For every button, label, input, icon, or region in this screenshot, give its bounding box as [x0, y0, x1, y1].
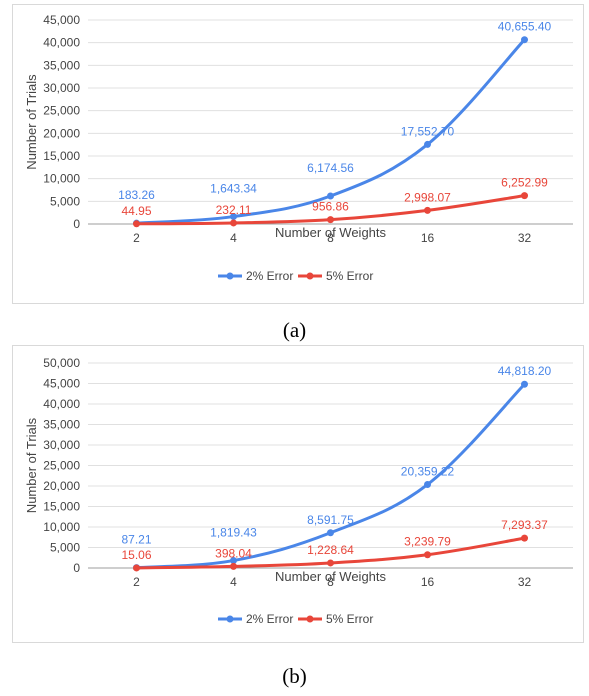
chart-a-y-tick-label: 5,000	[50, 194, 80, 208]
chart-b-y-tick-label: 30,000	[43, 438, 80, 452]
chart-a-y-tick-label: 20,000	[43, 126, 80, 140]
caption-b: (b)	[282, 664, 307, 688]
chart-a-data-label: 183.26	[118, 188, 155, 202]
chart-a-y-tick-label: 30,000	[43, 81, 80, 95]
chart-a-data-label: 40,655.40	[498, 20, 552, 34]
chart-b-panel	[12, 345, 584, 643]
chart-b-y-tick-label: 25,000	[43, 459, 80, 473]
chart-a-data-point	[424, 140, 431, 148]
chart-b-data-label: 1,228.64	[307, 543, 354, 557]
chart-b-data-label: 7,293.37	[501, 518, 548, 532]
chart-a-data-point	[327, 192, 334, 200]
chart-a-y-tick-label: 15,000	[43, 149, 80, 163]
chart-b-data-label: 15.06	[121, 548, 151, 562]
chart-a-data-point	[424, 206, 431, 214]
chart-b-y-tick-label: 10,000	[43, 520, 80, 534]
chart-a-data-label: 6,252.99	[501, 176, 548, 190]
chart-a-series-line-2pct	[136, 38, 526, 225]
chart-a-y-axis-title: Number of Trials	[24, 74, 39, 170]
chart-b-y-tick-label: 40,000	[43, 397, 80, 411]
chart-b-data-point	[424, 551, 431, 559]
chart-a-y-tick-label: 25,000	[43, 104, 80, 118]
chart-b-x-tick-label: 32	[518, 575, 532, 589]
chart-a-panel	[12, 4, 584, 304]
chart-a-data-label: 17,552.70	[401, 124, 455, 138]
chart-b-data-point	[133, 564, 140, 572]
chart-a-data-point	[521, 192, 528, 200]
chart-a-y-tick-label: 35,000	[43, 58, 80, 72]
chart-b-data-point	[327, 559, 334, 567]
chart-a-x-tick-label: 4	[230, 231, 237, 245]
chart-a-legend-marker	[226, 272, 234, 280]
chart-a-data-label: 232.11	[216, 203, 252, 217]
chart-b-data-label: 398.04	[215, 546, 252, 560]
chart-a-data-point	[230, 219, 237, 227]
chart-a-y-tick-label: 10,000	[43, 172, 80, 186]
chart-a-x-axis-title: Number of Weights	[275, 225, 387, 240]
chart-b-y-tick-label: 15,000	[43, 500, 80, 514]
chart-a-data-point	[133, 220, 140, 228]
chart-b-legend-marker	[306, 615, 314, 623]
chart-b-data-label: 1,819.43	[210, 526, 257, 540]
chart-b-y-axis-title: Number of Trials	[24, 417, 39, 513]
chart-a-y-tick-label: 0	[73, 217, 80, 231]
chart-a-data-point	[521, 36, 528, 44]
chart-a-data-point	[327, 216, 334, 224]
chart-b-legend-label: 2% Error	[246, 612, 293, 626]
chart-b-data-point	[230, 557, 237, 565]
chart-a-x-tick-label: 8	[327, 231, 334, 245]
chart-b-data-label: 87.21	[121, 533, 151, 547]
chart-b-data-label: 44,818.20	[498, 364, 552, 378]
chart-b-data-label: 20,359.22	[401, 465, 455, 479]
chart-a-data-label: 1,643.34	[210, 182, 257, 196]
chart-b-y-tick-label: 50,000	[43, 356, 80, 370]
chart-b-data-point	[424, 481, 431, 489]
chart-a-data-label: 44.95	[121, 204, 151, 218]
chart-b-x-tick-label: 2	[133, 575, 140, 589]
chart-b-y-tick-label: 20,000	[43, 479, 80, 493]
chart-b-x-axis-title: Number of Weights	[275, 569, 387, 584]
chart-a-x-tick-label: 16	[421, 231, 435, 245]
chart-b-y-tick-label: 45,000	[43, 377, 80, 391]
chart-a-x-tick-label: 32	[518, 231, 532, 245]
chart-b-y-tick-label: 35,000	[43, 418, 80, 432]
chart-a-legend-label: 5% Error	[326, 269, 373, 283]
chart-b-x-tick-label: 4	[230, 575, 237, 589]
chart-b-legend-marker	[226, 615, 234, 623]
chart-b-x-tick-label: 8	[327, 575, 334, 589]
chart-b-legend-label: 5% Error	[326, 612, 373, 626]
chart-a-legend-marker	[306, 272, 314, 280]
chart-b-series-line-2pct	[136, 383, 526, 570]
chart-b-y-tick-label: 5,000	[50, 541, 80, 555]
chart-a-x-tick-label: 2	[133, 231, 140, 245]
chart-a-data-label: 2,998.07	[404, 190, 451, 204]
chart-a-data-label: 6,174.56	[307, 161, 354, 175]
chart-a-y-tick-label: 45,000	[43, 13, 80, 27]
chart-b-data-point	[230, 562, 237, 570]
chart-b-data-label: 3,239.79	[404, 535, 451, 549]
chart-b-x-tick-label: 16	[421, 575, 435, 589]
chart-a-data-label: 956.86	[312, 200, 349, 214]
caption-a: (a)	[282, 318, 307, 342]
chart-b-data-point	[521, 534, 528, 542]
chart-b-y-tick-label: 0	[73, 561, 80, 575]
chart-b-data-point	[327, 529, 334, 537]
chart-a-y-tick-label: 40,000	[43, 36, 80, 50]
chart-a-data-point	[230, 213, 237, 221]
chart-b-data-label: 8,591.75	[307, 513, 354, 527]
chart-a-legend-label: 2% Error	[246, 269, 293, 283]
chart-b-data-point	[521, 380, 528, 388]
